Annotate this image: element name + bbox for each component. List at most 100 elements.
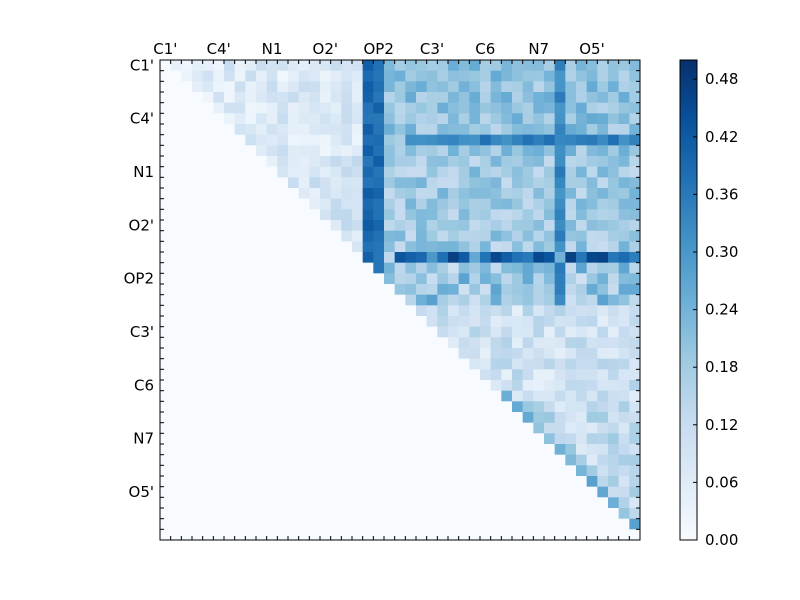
heatmap-cell: [373, 518, 385, 530]
heatmap-cell: [394, 294, 406, 306]
heatmap-cell: [384, 113, 396, 125]
heatmap-cell: [330, 454, 342, 466]
heatmap-cell: [298, 305, 310, 317]
heatmap-cell: [437, 284, 449, 296]
heatmap-cell: [213, 486, 225, 498]
heatmap-cell: [181, 486, 193, 498]
heatmap-cell: [213, 220, 225, 232]
heatmap-cell: [341, 294, 353, 306]
heatmap-cell: [309, 102, 321, 114]
x-tick-label: N1: [262, 40, 283, 58]
heatmap-cell: [576, 305, 588, 317]
heatmap-cell: [586, 433, 598, 445]
heatmap-cell: [416, 326, 428, 338]
heatmap-cell: [192, 273, 204, 285]
heatmap-cell: [490, 113, 502, 125]
heatmap-cell: [618, 113, 630, 125]
x-tick-label: C4': [207, 40, 231, 58]
heatmap-cell: [448, 518, 460, 530]
heatmap-cell: [586, 454, 598, 466]
heatmap-cell: [586, 188, 598, 200]
heatmap-cell: [192, 369, 204, 381]
heatmap-cell: [181, 518, 193, 530]
heatmap-cell: [448, 92, 460, 104]
heatmap-cell: [554, 390, 566, 402]
heatmap-cell: [501, 145, 513, 157]
heatmap-cell: [202, 476, 214, 488]
heatmap-cell: [288, 518, 300, 530]
heatmap-cell: [234, 358, 246, 370]
heatmap-cell: [618, 102, 630, 114]
heatmap-cell: [586, 241, 598, 253]
heatmap-cell: [256, 529, 268, 541]
heatmap-cell: [448, 145, 460, 157]
heatmap-cell: [277, 156, 289, 168]
heatmap-cell: [480, 198, 492, 210]
heatmap-cell: [554, 241, 566, 253]
heatmap-cell: [309, 401, 321, 413]
heatmap-cell: [266, 60, 278, 72]
heatmap-cell: [437, 348, 449, 360]
heatmap-cell: [394, 92, 406, 104]
heatmap-cell: [426, 380, 438, 392]
heatmap-cell: [586, 102, 598, 114]
heatmap-cell: [341, 262, 353, 274]
heatmap-cell: [522, 326, 534, 338]
heatmap-cell: [192, 518, 204, 530]
heatmap-cell: [490, 262, 502, 274]
heatmap-cell: [608, 113, 620, 125]
heatmap-cell: [277, 284, 289, 296]
heatmap-cell: [405, 230, 417, 242]
heatmap-cell: [181, 156, 193, 168]
heatmap-cell: [416, 369, 428, 381]
heatmap-cell: [352, 209, 364, 221]
heatmap-cell: [309, 145, 321, 157]
heatmap-cell: [213, 508, 225, 520]
heatmap-cell: [512, 433, 524, 445]
heatmap-cell: [554, 401, 566, 413]
heatmap-cell: [202, 486, 214, 498]
heatmap-cell: [202, 273, 214, 285]
heatmap-cell: [458, 476, 470, 488]
heatmap-cell: [586, 209, 598, 221]
heatmap-cell: [277, 102, 289, 114]
heatmap-cell: [245, 156, 257, 168]
heatmap-cell: [320, 134, 332, 146]
heatmap-cell: [160, 369, 172, 381]
heatmap-cell: [352, 262, 364, 274]
heatmap-cell: [426, 252, 438, 264]
heatmap-cell: [160, 230, 172, 242]
heatmap-cell: [224, 113, 236, 125]
heatmap-cell: [309, 433, 321, 445]
heatmap-cell: [458, 124, 470, 136]
heatmap-cell: [330, 198, 342, 210]
plot-frame: [159, 59, 641, 541]
heatmap-cell: [501, 188, 513, 200]
heatmap-cell: [512, 284, 524, 296]
heatmap-cell: [160, 70, 172, 82]
heatmap-cell: [618, 380, 630, 392]
heatmap-cell: [298, 337, 310, 349]
heatmap-cell: [341, 230, 353, 242]
heatmap-cell: [202, 508, 214, 520]
heatmap-cell: [330, 529, 342, 541]
heatmap-cell: [234, 166, 246, 178]
heatmap-cell: [522, 444, 534, 456]
heatmap-cell: [565, 476, 577, 488]
heatmap-cell: [192, 60, 204, 72]
heatmap-cell: [544, 337, 556, 349]
heatmap-cell: [330, 230, 342, 242]
heatmap-cell: [202, 124, 214, 136]
heatmap-cell: [224, 476, 236, 488]
heatmap-cell: [245, 81, 257, 93]
heatmap-cell: [234, 465, 246, 477]
heatmap-cell: [341, 177, 353, 189]
heatmap-cell: [394, 273, 406, 285]
heatmap-cell: [277, 422, 289, 434]
heatmap-cell: [192, 177, 204, 189]
heatmap-cell: [490, 92, 502, 104]
heatmap-cell: [533, 305, 545, 317]
heatmap-cell: [448, 209, 460, 221]
heatmap-cell: [480, 262, 492, 274]
